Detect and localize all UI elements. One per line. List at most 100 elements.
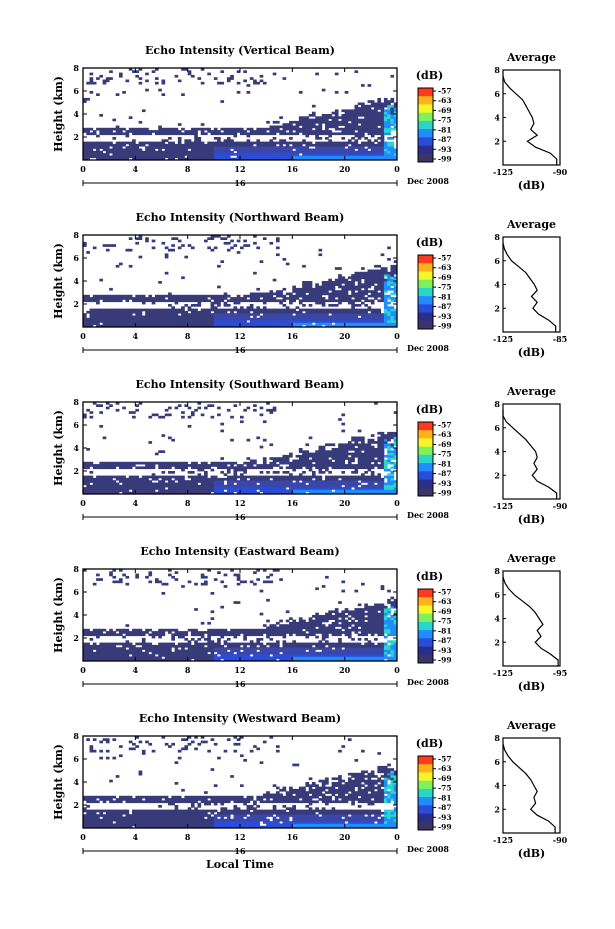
echo-cell (321, 445, 326, 449)
echo-cell (109, 299, 113, 303)
echo-cell (249, 580, 254, 584)
echo-cell (112, 324, 117, 328)
echo-cell (204, 308, 208, 312)
echo-cell (135, 148, 139, 152)
echo-cell (367, 477, 372, 481)
echo-cell (292, 459, 296, 463)
echo-cell (89, 315, 94, 319)
echo-cell (230, 150, 234, 154)
echo-cell (269, 457, 274, 460)
echo-cell (262, 315, 267, 319)
echo-cell (177, 489, 182, 493)
echo-cell (145, 644, 149, 648)
echo-cell (164, 642, 169, 646)
echo-cell (374, 322, 378, 326)
echo-cell (197, 406, 202, 410)
echo-cell (279, 143, 283, 147)
echo-cell (331, 450, 336, 453)
colorbar-swatch (418, 96, 433, 105)
echo-cell (164, 317, 169, 321)
echo-cell (194, 480, 198, 483)
echo-cell (86, 157, 90, 161)
echo-cell (275, 246, 280, 250)
echo-cell (128, 297, 133, 300)
echo-cell (344, 278, 349, 282)
echo-cell (236, 656, 241, 660)
echo-cell (361, 324, 365, 328)
echo-cell (164, 658, 169, 662)
echo-cell (377, 123, 382, 126)
echo-cell (282, 317, 287, 321)
echo-cell (125, 315, 130, 319)
echo-cell (351, 155, 355, 159)
echo-cell (354, 450, 359, 453)
echo-cell (230, 491, 234, 495)
echo-cell (305, 320, 310, 323)
echo-cell (328, 317, 332, 321)
echo-cell (223, 651, 228, 655)
echo-cell (171, 127, 175, 131)
echo-cell (217, 628, 221, 632)
echo-cell (96, 143, 100, 147)
echo-cell (145, 299, 149, 303)
echo-cell (380, 114, 385, 117)
echo-cell (321, 143, 326, 147)
echo-cell (125, 491, 130, 495)
echo-cell (243, 157, 247, 161)
echo-cell (390, 271, 395, 275)
echo-cell (367, 320, 372, 323)
echo-cell (262, 294, 267, 298)
echo-cell (370, 100, 375, 103)
echo-cell (383, 445, 388, 449)
echo-cell (99, 278, 104, 282)
echo-cell (154, 141, 159, 145)
echo-cell (393, 454, 398, 458)
echo-cell (328, 150, 332, 154)
echo-cell (233, 480, 238, 483)
echo-cell (328, 322, 332, 326)
echo-cell (226, 143, 231, 147)
echo-cell (331, 491, 336, 495)
echo-cell (240, 468, 244, 472)
echo-cell (272, 322, 277, 326)
echo-cell (246, 134, 251, 138)
echo-cell (145, 575, 149, 579)
echo-cell (240, 647, 244, 650)
echo-cell (393, 276, 398, 280)
echo-cell (380, 132, 385, 136)
echo-cell (181, 585, 185, 588)
echo-cell (298, 320, 303, 323)
echo-cell (357, 310, 362, 314)
echo-cell (377, 120, 382, 124)
echo-cell (262, 466, 267, 470)
echo-cell (256, 139, 261, 142)
echo-cell (393, 107, 398, 110)
echo-cell (217, 143, 221, 147)
echo-cell (256, 157, 261, 161)
echo-cell (341, 445, 346, 449)
echo-cell (181, 466, 185, 470)
echo-cell (282, 487, 287, 490)
echo-cell (344, 482, 349, 486)
echo-cell (367, 322, 372, 326)
echo-cell (141, 155, 146, 159)
echo-cell (89, 411, 94, 414)
echo-cell (315, 315, 319, 319)
colorbar-swatch (418, 271, 433, 281)
echo-cell (174, 656, 179, 660)
echo-cell (207, 491, 211, 495)
echo-cell (246, 487, 251, 490)
echo-cell (374, 109, 378, 113)
echo-cell (347, 125, 352, 129)
echo-cell (347, 459, 352, 463)
echo-cell (168, 130, 172, 133)
echo-cell (380, 443, 385, 447)
echo-cell (357, 109, 362, 113)
echo-cell (115, 482, 120, 486)
echo-cell (298, 301, 303, 305)
echo-cell (331, 454, 336, 458)
echo-cell (311, 457, 316, 460)
echo-cell (246, 628, 251, 632)
echo-cell (341, 422, 346, 426)
echo-cell (236, 475, 241, 479)
